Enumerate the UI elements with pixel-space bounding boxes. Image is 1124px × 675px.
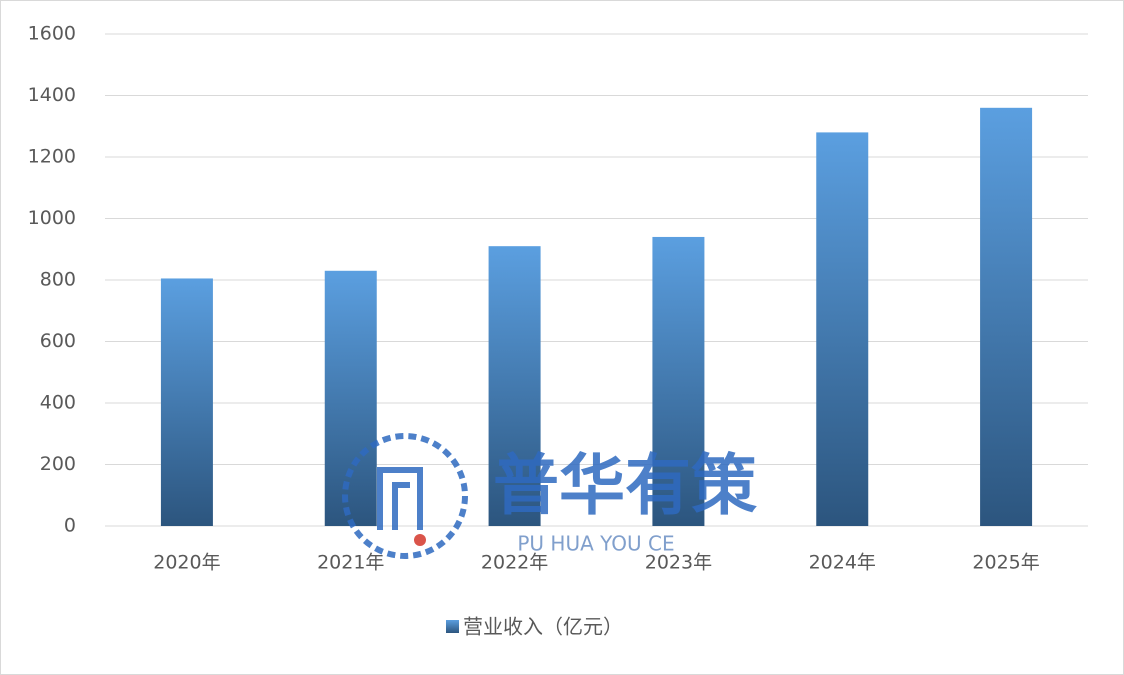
y-tick-label: 800 — [40, 269, 76, 291]
x-tick-label: 2025年 — [972, 552, 1039, 574]
x-tick-label: 2022年 — [481, 552, 548, 574]
bar — [488, 246, 541, 527]
y-tick-label: 1600 — [28, 23, 76, 45]
y-tick-label: 400 — [40, 392, 76, 414]
bar — [816, 132, 869, 526]
legend: 营业收入（亿元） — [446, 615, 623, 639]
watermark: 普华有策 PU HUA YOU CE — [342, 433, 757, 559]
bar — [652, 236, 705, 526]
legend-label: 营业收入（亿元） — [463, 615, 623, 639]
y-tick-label: 1400 — [28, 84, 76, 106]
plot-area: 0 200 400 600 800 1000 1200 1400 1600 2020年 2021年 2… — [28, 23, 1088, 574]
bar — [980, 107, 1033, 527]
legend-swatch — [446, 620, 459, 633]
y-tick-label: 0 — [64, 515, 76, 537]
watermark-subtitle: PU HUA YOU CE — [517, 532, 674, 556]
bar — [324, 270, 377, 526]
watermark-logo-mark — [377, 467, 423, 530]
watermark-logo — [342, 433, 468, 559]
watermark-title: 普华有策 — [493, 447, 757, 524]
bar — [160, 278, 213, 526]
x-tick-label: 2023年 — [645, 552, 712, 574]
y-tick-label: 600 — [40, 330, 76, 352]
x-tick-label: 2021年 — [317, 552, 384, 574]
x-tick-label: 2024年 — [809, 552, 876, 574]
x-tick-label: 2020年 — [153, 552, 220, 574]
y-tick-label: 200 — [40, 453, 76, 475]
y-tick-label: 1200 — [28, 146, 76, 168]
watermark-logo-dot — [414, 534, 426, 546]
y-tick-label: 1000 — [28, 207, 76, 229]
